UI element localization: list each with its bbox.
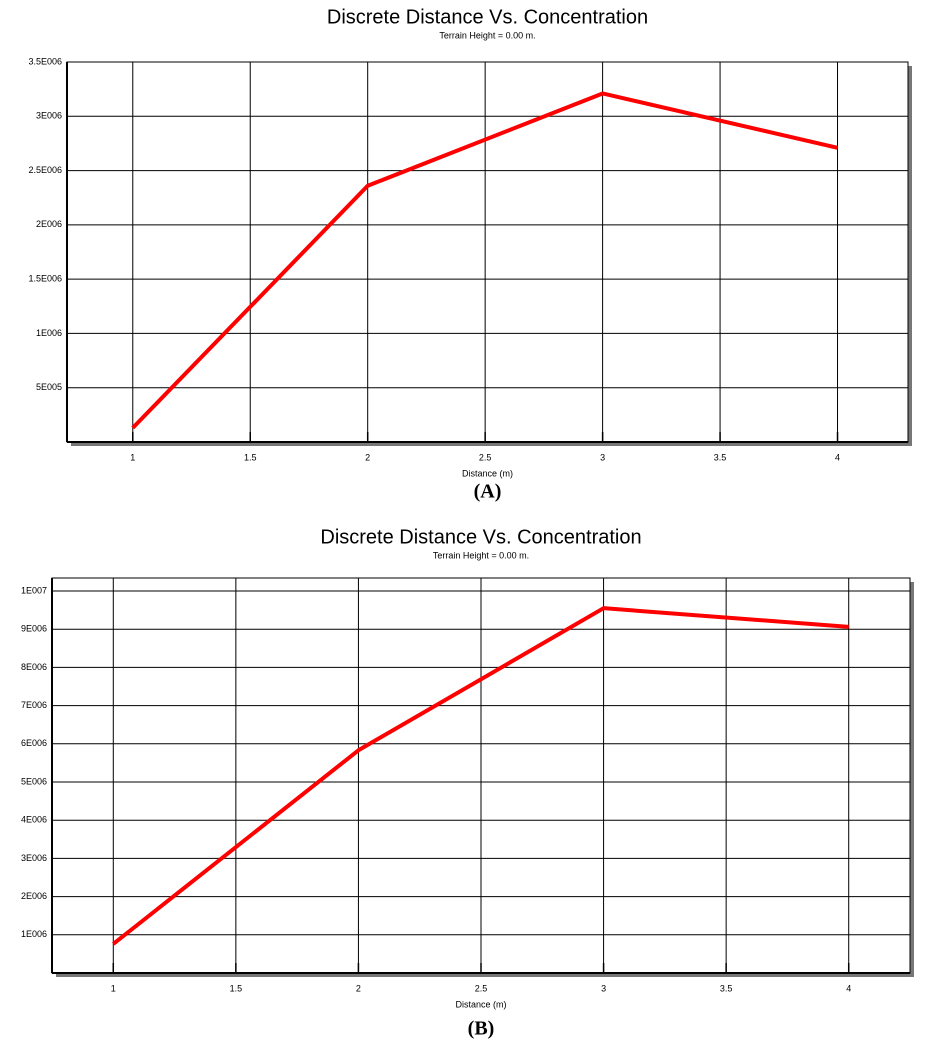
data-line bbox=[131, 91, 838, 430]
plot-area bbox=[66, 61, 909, 443]
caption: (A) bbox=[474, 481, 502, 503]
chart-subtitle: Terrain Height = 0.00 m. bbox=[439, 30, 535, 40]
x-tick-label: 3.5 bbox=[720, 983, 733, 993]
x-tick-label: 2 bbox=[365, 452, 370, 462]
x-tick-label: 4 bbox=[846, 983, 851, 993]
x-tick-label: 1 bbox=[130, 452, 135, 462]
x-tick-label: 4 bbox=[835, 452, 840, 462]
caption: (B) bbox=[468, 1018, 495, 1040]
y-tick-label: 3E006 bbox=[21, 853, 47, 863]
y-tick-label: 1E006 bbox=[36, 328, 62, 338]
y-tick-label: 1.5E006 bbox=[28, 274, 62, 284]
y-tick-label: 1E007 bbox=[21, 585, 47, 595]
y-tick-label: 5E005 bbox=[36, 382, 62, 392]
chart-title: Discrete Distance Vs. Concentration bbox=[327, 6, 648, 28]
y-tick-label: 6E006 bbox=[21, 738, 47, 748]
x-tick-label: 3 bbox=[601, 983, 606, 993]
chart-title: Discrete Distance Vs. Concentration bbox=[320, 526, 641, 548]
x-tick-label: 3 bbox=[600, 452, 605, 462]
chart-subtitle: Terrain Height = 0.00 m. bbox=[433, 550, 529, 560]
y-tick-label: 3E006 bbox=[36, 111, 62, 121]
x-tick-label: 3.5 bbox=[714, 452, 727, 462]
y-tick-label: 2E006 bbox=[36, 219, 62, 229]
y-tick-label: 2.5E006 bbox=[28, 165, 62, 175]
data-line bbox=[112, 606, 849, 946]
x-tick-label: 2.5 bbox=[479, 452, 492, 462]
y-tick-label: 9E006 bbox=[21, 624, 47, 634]
x-axis-label: Distance (m) bbox=[462, 468, 513, 478]
y-tick-label: 7E006 bbox=[21, 700, 47, 710]
x-tick-label: 1.5 bbox=[230, 983, 243, 993]
x-tick-label: 1 bbox=[111, 983, 116, 993]
y-tick-label: 2E006 bbox=[21, 891, 47, 901]
y-tick-label: 5E006 bbox=[21, 776, 47, 786]
y-tick-label: 1E006 bbox=[21, 929, 47, 939]
y-tick-label: 3.5E006 bbox=[28, 56, 62, 66]
x-tick-label: 2.5 bbox=[475, 983, 488, 993]
x-tick-label: 2 bbox=[356, 983, 361, 993]
x-tick-label: 1.5 bbox=[244, 452, 257, 462]
y-tick-label: 8E006 bbox=[21, 662, 47, 672]
y-tick-label: 4E006 bbox=[21, 815, 47, 825]
x-axis-label: Distance (m) bbox=[455, 999, 506, 1009]
